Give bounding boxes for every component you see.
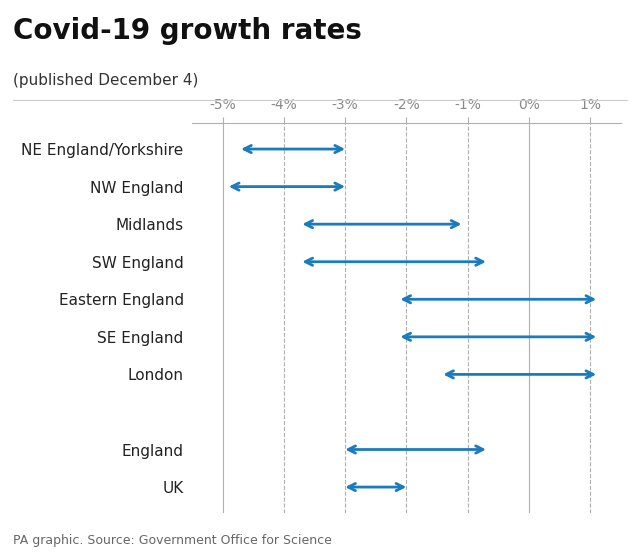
Text: (published December 4): (published December 4) xyxy=(13,73,198,88)
Text: Covid-19 growth rates: Covid-19 growth rates xyxy=(13,17,362,45)
Text: PA graphic. Source: Government Office for Science: PA graphic. Source: Government Office fo… xyxy=(13,534,332,547)
